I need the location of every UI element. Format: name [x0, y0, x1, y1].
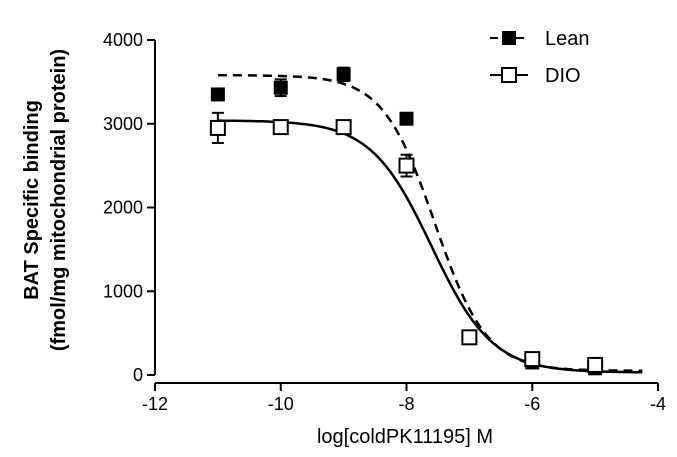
- point-dio: [461, 329, 478, 346]
- point-lean: [273, 80, 288, 95]
- x-axis-title: log[coldPK11195] M: [317, 426, 493, 448]
- y-axis-ticks: 0 1000 2000 3000 4000: [103, 30, 155, 385]
- y-tick-label: 2000: [103, 198, 143, 218]
- legend-item-lean: Lean: [490, 28, 590, 50]
- legend: Lean DIO: [490, 28, 590, 87]
- point-dio: [272, 119, 289, 136]
- legend-label-lean: Lean: [545, 28, 590, 50]
- y-tick-label: 1000: [103, 281, 143, 301]
- x-axis-ticks: -12 -10 -8 -6 -4: [142, 383, 666, 414]
- legend-label-dio: DIO: [545, 65, 581, 87]
- x-tick-label: -12: [142, 394, 168, 414]
- point-lean: [210, 87, 225, 102]
- fit-curve-dio: [217, 119, 643, 374]
- x-tick-label: -10: [268, 394, 294, 414]
- y-tick-label: 4000: [103, 30, 143, 50]
- x-tick-label: -6: [524, 394, 540, 414]
- y-axis-title-line2: (fmol/mg mitochondrial protein): [48, 49, 70, 351]
- point-dio: [209, 119, 226, 136]
- axes: -12 -10 -8 -6 -4 0 1000 2000 3000 4000: [103, 30, 666, 414]
- point-lean: [399, 111, 414, 126]
- legend-item-dio: DIO: [490, 65, 581, 87]
- point-dio: [587, 356, 604, 373]
- y-axis-title: BAT Specific binding (fmol/mg mitochondr…: [21, 49, 70, 351]
- legend-marker-lean: [502, 31, 516, 45]
- legend-marker-dio: [501, 67, 517, 83]
- data-points: [209, 66, 604, 376]
- point-dio: [335, 119, 352, 136]
- y-tick-label: 3000: [103, 114, 143, 134]
- x-tick-label: -4: [650, 394, 666, 414]
- plot-area: [209, 66, 643, 376]
- point-dio: [398, 157, 415, 174]
- y-axis-title-line1: BAT Specific binding: [21, 100, 43, 300]
- point-dio: [524, 351, 541, 368]
- y-tick-label: 0: [133, 365, 143, 385]
- x-tick-label: -8: [398, 394, 414, 414]
- point-lean: [336, 67, 351, 82]
